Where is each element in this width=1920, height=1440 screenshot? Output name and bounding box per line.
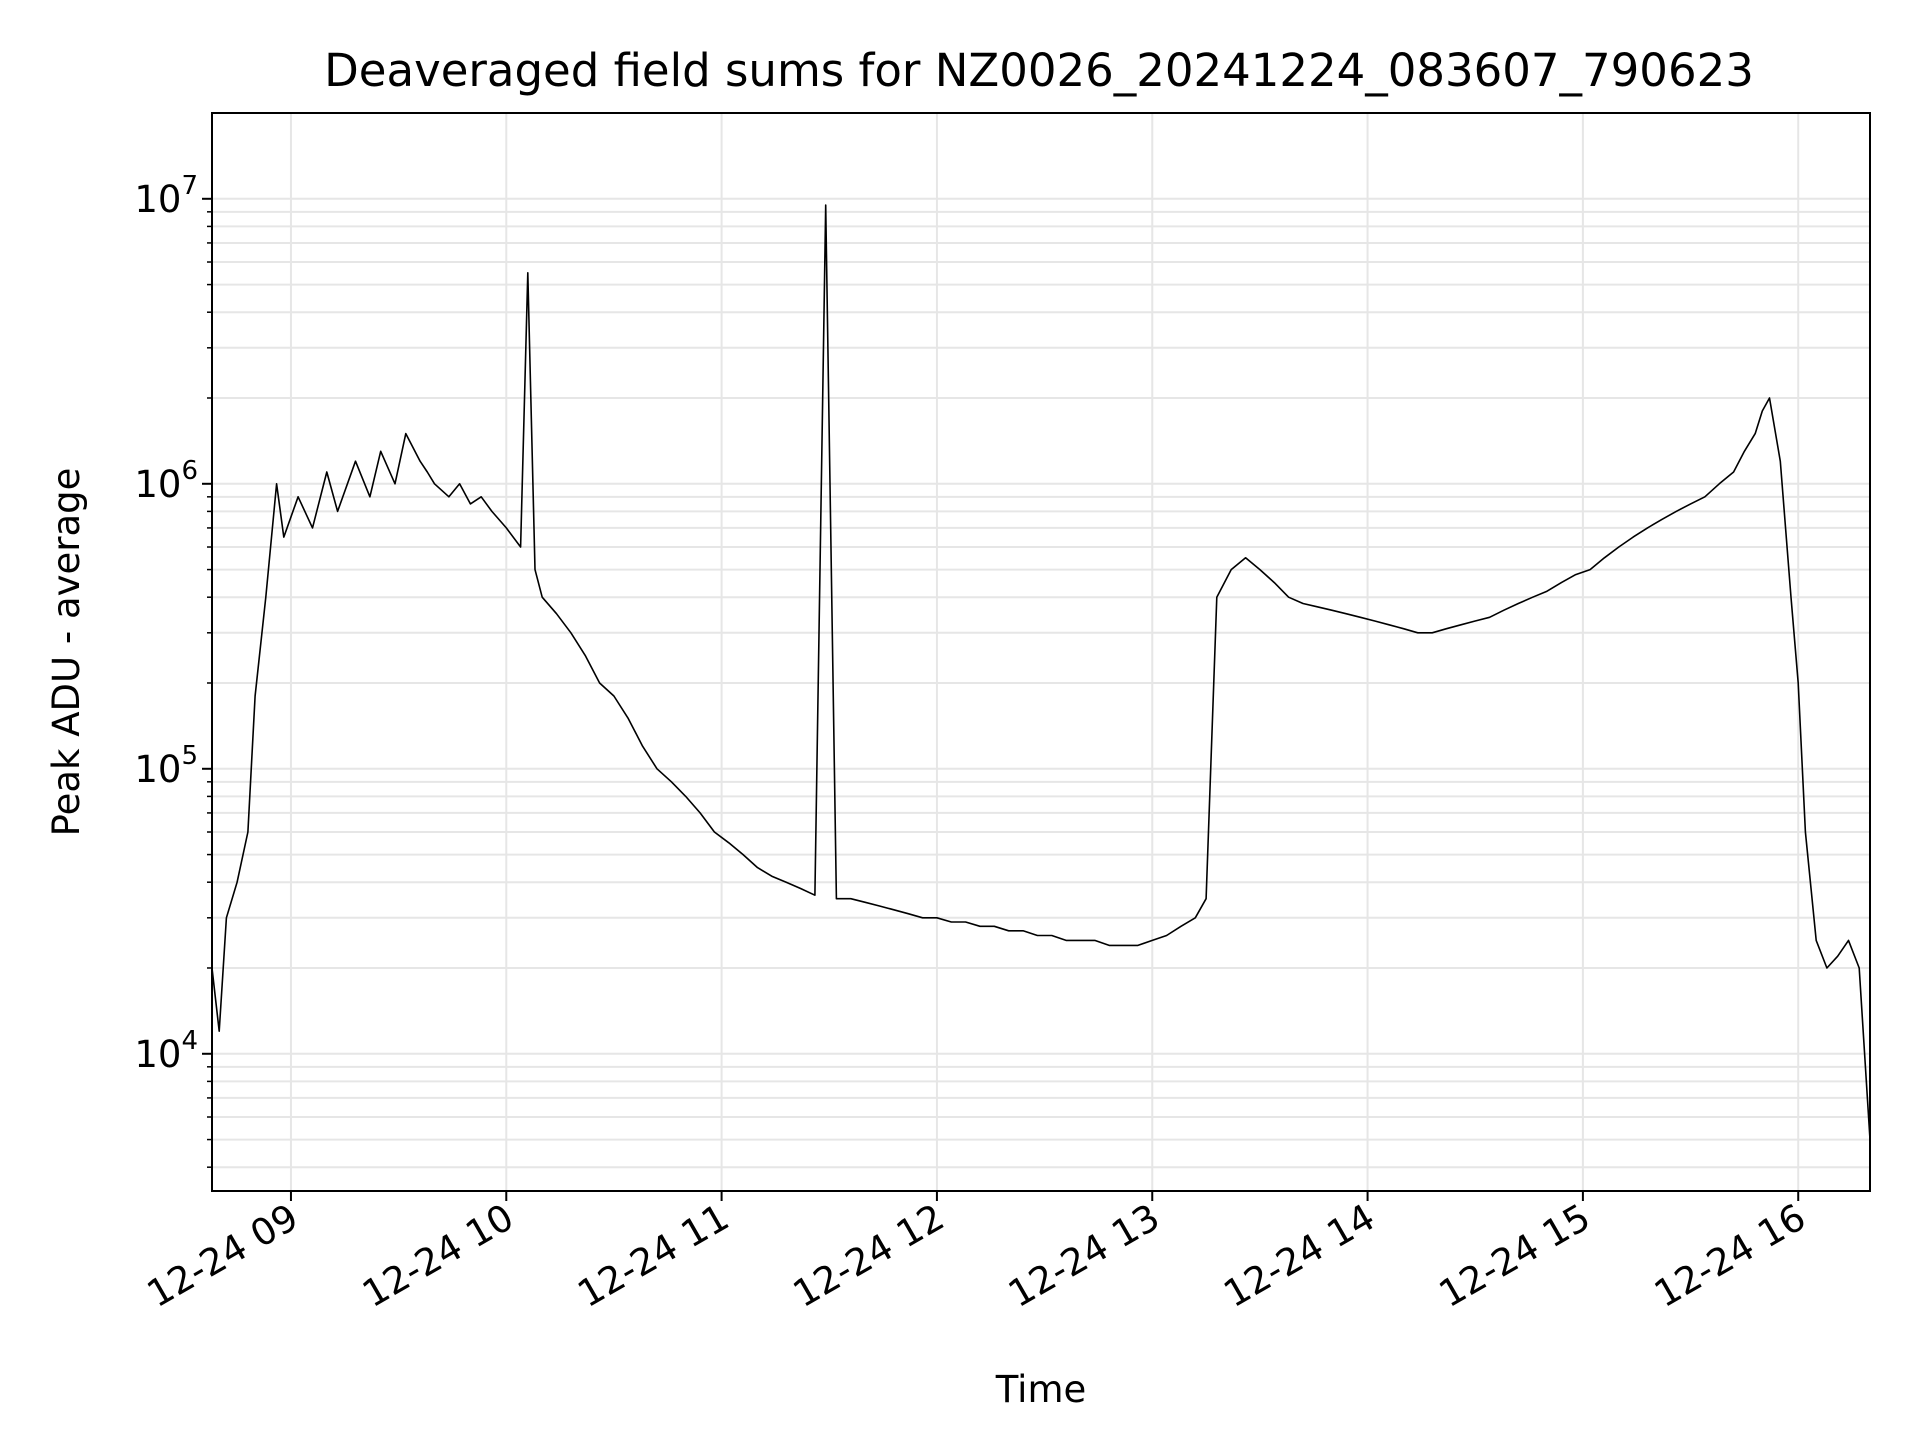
axis-ticks: 104 105 106 107 12-24 09 12-24 10 12-24 11 12-2… bbox=[134, 171, 1812, 1316]
y-axis-label: Peak ADU - average bbox=[45, 468, 88, 837]
y-tick-label: 104 bbox=[134, 1026, 198, 1076]
chart-title: Deaveraged field sums for NZ0026_2024122… bbox=[324, 44, 1754, 97]
x-axis-label: Time bbox=[995, 1368, 1087, 1411]
x-tick-label: 12-24 11 bbox=[571, 1196, 737, 1316]
x-tick-label: 12-24 13 bbox=[1001, 1196, 1167, 1316]
x-tick-label: 12-24 12 bbox=[786, 1196, 952, 1316]
plot-frame bbox=[211, 112, 1871, 1192]
x-tick-label: 12-24 16 bbox=[1647, 1196, 1813, 1316]
x-tick-label: 12-24 14 bbox=[1217, 1196, 1383, 1316]
x-tick-label: 12-24 15 bbox=[1432, 1196, 1598, 1316]
y-tick-label: 105 bbox=[134, 741, 198, 791]
data-series-line bbox=[211, 204, 1871, 1140]
grid-lines bbox=[212, 113, 1870, 1191]
x-tick-label: 12-24 09 bbox=[140, 1196, 306, 1316]
x-tick-label: 12-24 10 bbox=[355, 1196, 521, 1316]
data-series bbox=[211, 204, 1871, 1140]
y-tick-label: 106 bbox=[134, 456, 198, 506]
y-tick-label: 107 bbox=[134, 171, 198, 221]
